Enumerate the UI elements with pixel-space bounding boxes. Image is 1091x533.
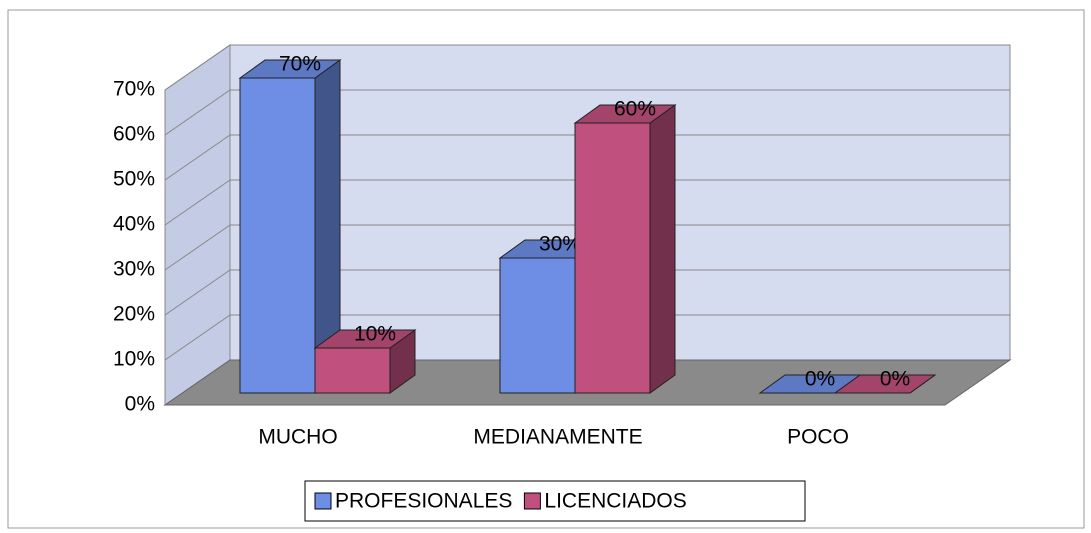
legend-label: LICENCIADOS [544,490,686,513]
bar-front [239,77,316,394]
bar [238,59,342,394]
x-tick-label: MUCHO [258,426,337,449]
value-label: 60% [614,98,656,121]
bar-front [314,347,391,394]
value-label: 30% [539,233,581,256]
grid-line [164,44,231,91]
grid-line [164,314,231,361]
side-wall [164,44,231,406]
y-tick-label: 50% [113,168,155,191]
grid-line [164,134,231,181]
bar-front [574,122,651,394]
x-tick-label: MEDIANAMENTE [473,426,642,449]
y-tick-label: 30% [113,258,155,281]
legend-label: PROFESIONALES [335,490,512,513]
legend-swatch [314,492,332,510]
grid-line [164,89,231,136]
y-tick-label: 40% [113,213,155,236]
bar-side [649,104,676,394]
value-label: 10% [354,323,396,346]
legend-box [304,480,806,522]
bar-front [499,257,576,394]
bar [313,329,417,394]
bar-top [573,104,677,124]
value-label: 0% [805,368,835,391]
legend-swatch [523,492,541,510]
y-tick-label: 0% [125,393,155,416]
value-label: 70% [279,53,321,76]
bar-top [833,374,937,394]
grid-line [164,224,231,271]
x-tick-label: POCO [787,426,849,449]
y-tick-label: 60% [113,123,155,146]
value-label: 0% [880,368,910,391]
grid-line [164,269,231,316]
bar-top [238,59,342,79]
bar [573,104,677,394]
y-tick-label: 70% [113,78,155,101]
y-tick-label: 20% [113,303,155,326]
bar-top [313,329,417,349]
grid-line [164,179,231,226]
bar [833,374,937,394]
y-tick-label: 10% [113,348,155,371]
